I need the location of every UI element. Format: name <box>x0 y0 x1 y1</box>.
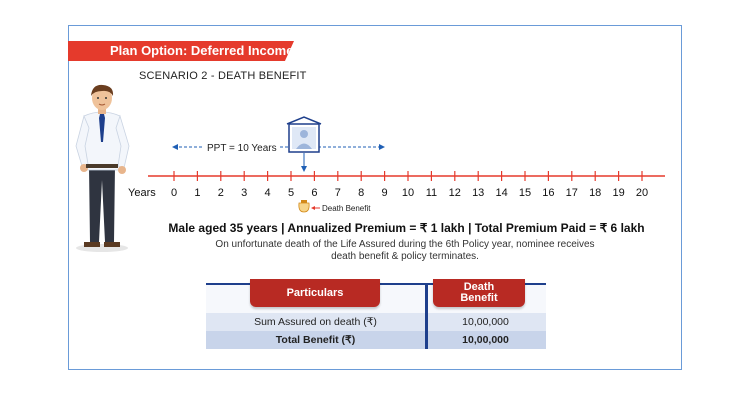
timeline-tick-label: 7 <box>335 187 341 199</box>
timeline-tick-label: 17 <box>566 187 578 199</box>
scenario-description: On unfortunate death of the Life Assured… <box>205 239 605 263</box>
timeline-tick-label: 2 <box>218 187 224 199</box>
timeline-tick-label: 20 <box>636 187 648 199</box>
timeline-tick-label: 11 <box>426 187 437 199</box>
description-line-1: On unfortunate death of the Life Assured… <box>215 239 595 250</box>
timeline-tick-label: 8 <box>358 187 364 199</box>
value-cell: 10,00,000 <box>462 334 509 346</box>
table-header: Particulars Death Benefit <box>206 279 546 313</box>
death-benefit-header: Death Benefit <box>433 279 525 307</box>
timeline-tick-label: 12 <box>449 187 461 199</box>
particular-cell: Sum Assured on death (₹) <box>254 316 377 328</box>
table-row: Sum Assured on death (₹) 10,00,000 <box>206 313 546 331</box>
benefit-table: Particulars Death Benefit Sum Assured on… <box>206 279 546 349</box>
memorial-frame-icon <box>286 116 322 153</box>
timeline-tick-label: 15 <box>519 187 531 199</box>
particular-cell: Total Benefit (₹) <box>275 334 356 346</box>
timeline-tick-label: 18 <box>589 187 601 199</box>
timeline-tick-label: 5 <box>288 187 294 199</box>
description-line-2: death benefit & policy terminates. <box>331 251 479 262</box>
scenario-headline: Male aged 35 years | Annualized Premium … <box>168 221 645 235</box>
timeline-tick-label: 3 <box>241 187 247 199</box>
plan-option-banner: Plan Option: Deferred Income <box>68 41 294 61</box>
timeline-tick-label: 0 <box>171 187 177 199</box>
timeline-tick-label: 16 <box>542 187 554 199</box>
ppt-label: PPT = 10 Years <box>207 143 277 154</box>
timeline-tick-label: 19 <box>612 187 624 199</box>
timeline-tick-label: 10 <box>402 187 414 199</box>
timeline-tick-label: 9 <box>382 187 388 199</box>
man-illustration <box>75 84 130 252</box>
timeline-tick-label: 1 <box>194 187 200 199</box>
table-row: Total Benefit (₹) 10,00,000 <box>206 331 546 349</box>
timeline-tick-label: 14 <box>495 187 507 199</box>
value-cell: 10,00,000 <box>462 316 509 328</box>
scenario-title: SCENARIO 2 - DEATH BENEFIT <box>139 70 307 82</box>
timeline-tick-label: 13 <box>472 187 484 199</box>
money-bag-icon <box>298 200 310 213</box>
years-axis-label: Years <box>128 187 156 199</box>
particulars-header: Particulars <box>250 279 380 307</box>
timeline-tick-label: 4 <box>265 187 271 199</box>
timeline-tick-label: 6 <box>311 187 317 199</box>
death-benefit-label: Death Benefit <box>322 204 371 213</box>
